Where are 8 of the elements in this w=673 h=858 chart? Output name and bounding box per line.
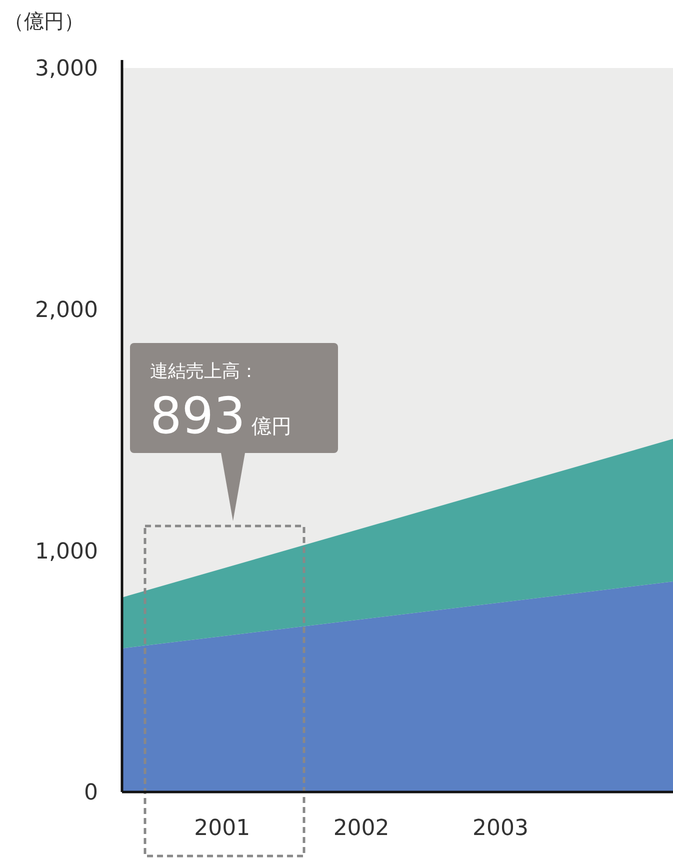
x-tick-label: 2001 (194, 816, 250, 841)
y-tick-label: 1,000 (35, 539, 98, 564)
y-axis-title: （億円） (4, 9, 84, 33)
y-tick-label: 0 (84, 780, 98, 806)
y-tick-label: 3,000 (35, 56, 98, 82)
x-tick-label: 2003 (472, 816, 528, 841)
x-tick-label: 2002 (333, 816, 390, 841)
y-tick-label: 2,000 (35, 298, 98, 324)
